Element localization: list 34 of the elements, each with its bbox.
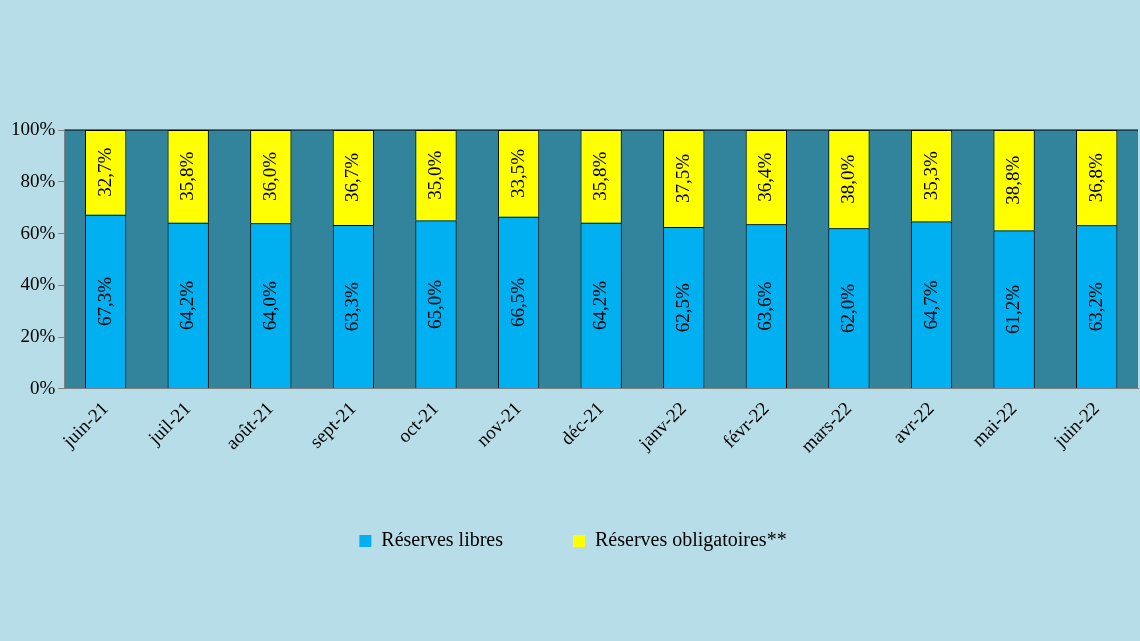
data-label: 36,0%: [258, 151, 280, 202]
y-tick-label: 40%: [20, 273, 56, 295]
data-label: 35,3%: [919, 150, 941, 201]
data-label: 67,3%: [93, 276, 115, 327]
data-label: 35,8%: [589, 151, 611, 201]
data-label: 61,2%: [1002, 284, 1024, 334]
data-label: 63,2%: [1084, 282, 1106, 332]
data-label: 65,0%: [423, 279, 445, 330]
y-tick-label: 60%: [20, 221, 56, 243]
data-label: 63,3%: [341, 281, 363, 332]
data-label: 38,0%: [836, 154, 858, 204]
legend-label: Réserves obligatoires**: [595, 528, 787, 552]
data-label: 64,2%: [589, 280, 611, 331]
y-tick-label: 80%: [20, 169, 56, 191]
data-label: 36,4%: [754, 152, 776, 202]
legend-label: Réserves libres: [381, 528, 504, 551]
data-label: 35,8%: [176, 151, 198, 201]
data-label: 36,7%: [341, 152, 363, 203]
data-label: 64,7%: [919, 280, 941, 330]
data-label: 36,8%: [1084, 152, 1106, 203]
data-label: 63,6%: [754, 281, 776, 331]
data-label: 64,2%: [176, 280, 198, 331]
y-tick-label: 20%: [20, 325, 56, 347]
data-label: 66,5%: [506, 277, 528, 328]
data-label: 62,0%: [836, 283, 858, 333]
data-label: 64,0%: [258, 281, 280, 331]
y-tick-label: 100%: [11, 117, 56, 139]
y-tick-label: 0%: [30, 376, 56, 398]
data-label: 37,5%: [671, 153, 693, 204]
data-label: 35,0%: [423, 150, 445, 200]
data-label: 33,5%: [506, 148, 528, 198]
data-label: 38,8%: [1002, 155, 1024, 205]
data-label: 62,5%: [671, 283, 693, 333]
data-label: 32,7%: [93, 147, 115, 197]
